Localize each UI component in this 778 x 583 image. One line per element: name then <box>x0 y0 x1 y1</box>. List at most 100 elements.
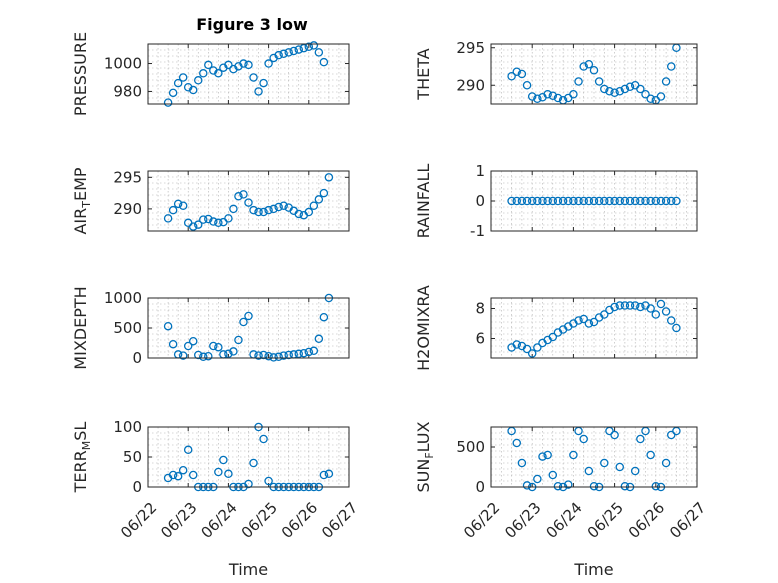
data-point <box>553 93 563 103</box>
y-axis-label: PRESSURE <box>71 32 90 116</box>
x-tick-label: 06/22 <box>460 499 503 542</box>
data-point <box>646 304 655 313</box>
data-point <box>564 196 573 206</box>
data-point <box>259 207 268 217</box>
x-axis-label: Time <box>573 560 613 579</box>
y-tick-label: 1000 <box>104 55 142 73</box>
data-point <box>199 352 208 362</box>
data-point <box>630 466 640 476</box>
data-point <box>661 77 671 86</box>
data-point <box>299 348 309 358</box>
data-point <box>522 196 532 206</box>
y-axis-label: TERRMSL <box>71 422 93 494</box>
data-point <box>224 214 233 223</box>
data-point <box>209 217 218 226</box>
data-point <box>309 201 319 210</box>
data-point <box>224 60 233 70</box>
data-point <box>661 458 671 468</box>
data-point <box>533 196 542 206</box>
data-point <box>178 201 188 210</box>
y-axis-label: MIXDEPTH <box>71 286 90 369</box>
data-point <box>569 196 578 206</box>
data-point <box>168 339 178 349</box>
axes-frame <box>147 43 350 105</box>
data-point <box>279 201 288 210</box>
data-point <box>279 49 288 59</box>
data-point <box>284 48 293 57</box>
data-point <box>630 301 640 310</box>
data-point <box>667 196 676 206</box>
data-point <box>589 481 599 491</box>
data-point <box>259 350 268 360</box>
data-point <box>620 301 630 310</box>
data-point <box>319 188 329 198</box>
y-tick-label: 290 <box>113 200 142 218</box>
data-point <box>672 196 681 206</box>
data-point <box>304 42 314 52</box>
x-tick-label: 06/25 <box>584 499 627 542</box>
data-point <box>199 69 208 78</box>
axes-frame <box>490 170 698 232</box>
data-point <box>244 479 253 489</box>
data-point <box>289 46 298 56</box>
data-point <box>274 50 283 60</box>
data-point <box>620 196 630 206</box>
data-point <box>656 196 666 206</box>
x-tick-label: 06/27 <box>318 499 361 542</box>
x-axis-label: Time <box>228 560 268 579</box>
data-point <box>163 98 173 107</box>
data-point <box>574 316 583 325</box>
data-point <box>538 196 547 206</box>
data-point <box>548 91 558 101</box>
y-tick-label: 1000 <box>104 289 142 307</box>
data-point <box>564 480 573 489</box>
data-point <box>533 94 542 104</box>
data-point <box>543 90 552 99</box>
axes-frame <box>147 426 350 488</box>
data-point <box>651 196 661 206</box>
y-tick-label: -1 <box>470 222 485 240</box>
data-point <box>589 317 599 327</box>
data-point <box>543 196 552 206</box>
data-point <box>178 351 188 360</box>
y-tick-label: 0 <box>132 478 142 496</box>
data-point <box>548 196 558 206</box>
data-point <box>254 351 263 360</box>
y-axis-label: SUNFLUX <box>414 421 436 492</box>
data-point <box>183 341 193 351</box>
data-point <box>661 307 671 316</box>
data-point <box>234 335 243 345</box>
data-point <box>244 60 253 70</box>
data-point <box>507 196 516 206</box>
data-point <box>168 205 178 215</box>
data-point <box>254 207 263 217</box>
data-point <box>309 41 319 50</box>
data-point <box>188 470 198 480</box>
y-tick-label: 980 <box>113 82 142 100</box>
data-point <box>600 84 609 94</box>
axes-frame <box>490 297 698 359</box>
y-axis-label: AIRTEMP <box>71 167 93 234</box>
data-point <box>533 474 542 484</box>
y-axis-label: H2OMIXRA <box>414 285 433 371</box>
data-point <box>324 469 334 479</box>
y-tick-label: 1 <box>475 162 485 180</box>
x-tick-label: 06/24 <box>197 499 240 542</box>
data-point <box>589 196 599 206</box>
data-point <box>646 94 655 104</box>
x-tick-label: 06/26 <box>625 499 668 542</box>
data-point <box>615 87 625 96</box>
data-point <box>309 346 319 356</box>
data-point <box>319 57 329 67</box>
x-tick-label: 06/23 <box>501 499 544 542</box>
subplot-4: -1 0 1 RAINFALL <box>414 162 698 240</box>
subplot-2: 290 295 THETA <box>414 39 698 105</box>
data-point <box>193 350 203 360</box>
data-point <box>183 445 193 455</box>
data-point <box>239 190 248 199</box>
data-point <box>254 87 263 96</box>
data-point <box>168 470 178 480</box>
y-tick-label: 295 <box>113 168 142 186</box>
data-point <box>605 87 614 96</box>
